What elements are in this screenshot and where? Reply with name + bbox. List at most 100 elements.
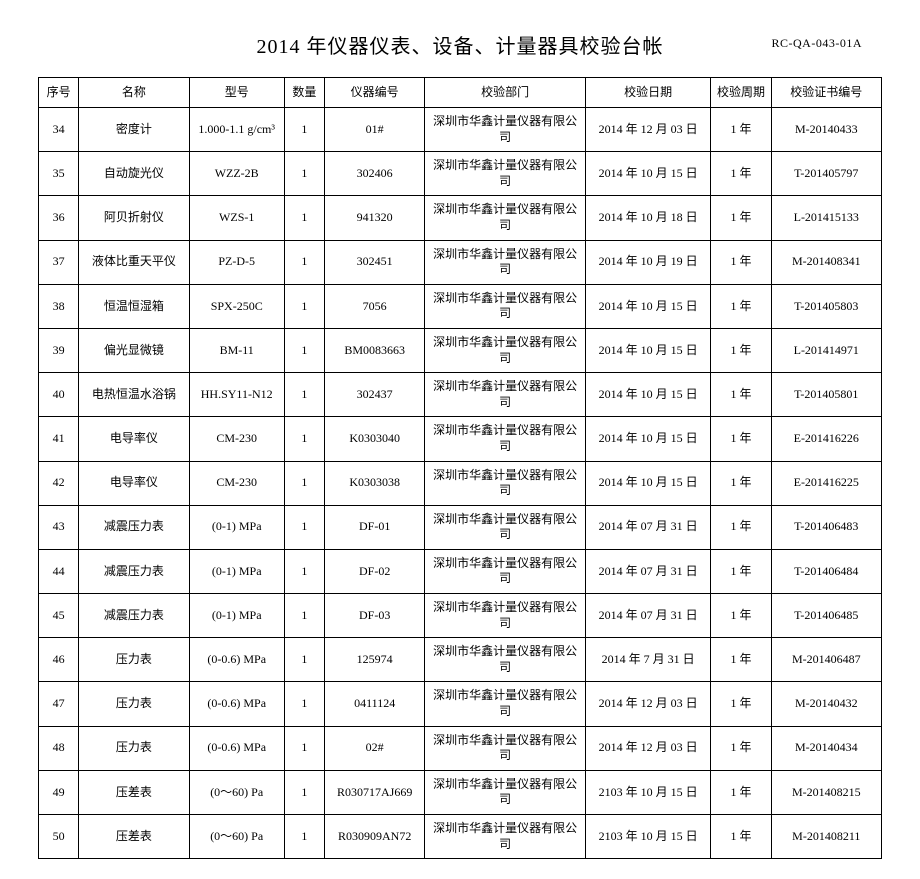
table-cell: 深圳市华鑫计量仪器有限公司: [425, 815, 586, 859]
table-row: 44减震压力表(0-1) MPa1DF-02深圳市华鑫计量仪器有限公司2014 …: [39, 549, 882, 593]
table-cell: BM0083663: [325, 328, 425, 372]
table-cell: T-201405803: [771, 284, 881, 328]
table-row: 42电导率仪CM-2301K0303038深圳市华鑫计量仪器有限公司2014 年…: [39, 461, 882, 505]
col-header-name: 名称: [79, 78, 189, 108]
table-row: 36阿贝折射仪WZS-11941320深圳市华鑫计量仪器有限公司2014 年 1…: [39, 196, 882, 240]
table-cell: (0-1) MPa: [189, 594, 284, 638]
table-row: 46压力表(0-0.6) MPa1125974深圳市华鑫计量仪器有限公司2014…: [39, 638, 882, 682]
table-cell: 7056: [325, 284, 425, 328]
table-cell: 39: [39, 328, 79, 372]
table-cell: 34: [39, 108, 79, 152]
table-cell: WZZ-2B: [189, 152, 284, 196]
table-cell: SPX-250C: [189, 284, 284, 328]
table-cell: 02#: [325, 726, 425, 770]
table-cell: 1: [284, 726, 324, 770]
col-header-seq: 序号: [39, 78, 79, 108]
table-cell: T-201406484: [771, 549, 881, 593]
table-cell: 1 年: [711, 594, 771, 638]
table-cell: 1: [284, 682, 324, 726]
table-cell: 深圳市华鑫计量仪器有限公司: [425, 196, 586, 240]
table-cell: L-201414971: [771, 328, 881, 372]
table-cell: M-201406487: [771, 638, 881, 682]
table-cell: 0411124: [325, 682, 425, 726]
table-row: 41电导率仪CM-2301K0303040深圳市华鑫计量仪器有限公司2014 年…: [39, 417, 882, 461]
table-cell: 1: [284, 284, 324, 328]
table-cell: 1 年: [711, 328, 771, 372]
table-cell: 密度计: [79, 108, 189, 152]
table-cell: 2014 年 10 月 15 日: [585, 284, 710, 328]
table-row: 49压差表(0～60) Pa1R030717AJ669深圳市华鑫计量仪器有限公司…: [39, 770, 882, 814]
table-cell: 深圳市华鑫计量仪器有限公司: [425, 505, 586, 549]
table-cell: 49: [39, 770, 79, 814]
table-cell: 2014 年 10 月 19 日: [585, 240, 710, 284]
table-cell: 302437: [325, 373, 425, 417]
table-cell: 1: [284, 373, 324, 417]
table-cell: 2103 年 10 月 15 日: [585, 815, 710, 859]
table-cell: 38: [39, 284, 79, 328]
table-cell: (0～60) Pa: [189, 815, 284, 859]
table-cell: 1 年: [711, 108, 771, 152]
table-cell: 1 年: [711, 682, 771, 726]
table-row: 43减震压力表(0-1) MPa1DF-01深圳市华鑫计量仪器有限公司2014 …: [39, 505, 882, 549]
table-cell: E-201416225: [771, 461, 881, 505]
table-cell: 43: [39, 505, 79, 549]
table-cell: 电热恒温水浴锅: [79, 373, 189, 417]
table-cell: T-201405801: [771, 373, 881, 417]
table-cell: 1: [284, 417, 324, 461]
table-row: 40电热恒温水浴锅HH.SY11-N121302437深圳市华鑫计量仪器有限公司…: [39, 373, 882, 417]
table-cell: 45: [39, 594, 79, 638]
table-cell: 1 年: [711, 549, 771, 593]
table-cell: 1: [284, 815, 324, 859]
table-cell: M-20140432: [771, 682, 881, 726]
table-row: 45减震压力表(0-1) MPa1DF-03深圳市华鑫计量仪器有限公司2014 …: [39, 594, 882, 638]
table-cell: T-201406485: [771, 594, 881, 638]
table-cell: 2014 年 10 月 15 日: [585, 461, 710, 505]
table-cell: 2014 年 10 月 15 日: [585, 152, 710, 196]
table-cell: 2014 年 12 月 03 日: [585, 682, 710, 726]
table-cell: 1: [284, 505, 324, 549]
table-cell: 2014 年 07 月 31 日: [585, 549, 710, 593]
table-cell: 2014 年 10 月 18 日: [585, 196, 710, 240]
table-cell: K0303038: [325, 461, 425, 505]
table-cell: PZ-D-5: [189, 240, 284, 284]
table-cell: 2103 年 10 月 15 日: [585, 770, 710, 814]
table-cell: (0-0.6) MPa: [189, 726, 284, 770]
col-header-cycle: 校验周期: [711, 78, 771, 108]
header: 2014 年仪器仪表、设备、计量器具校验台帐 RC-QA-043-01A: [38, 30, 882, 59]
col-header-model: 型号: [189, 78, 284, 108]
table-cell: 电导率仪: [79, 461, 189, 505]
table-cell: 深圳市华鑫计量仪器有限公司: [425, 549, 586, 593]
table-cell: 阿贝折射仪: [79, 196, 189, 240]
table-cell: 1: [284, 328, 324, 372]
table-cell: 1 年: [711, 373, 771, 417]
table-cell: T-201405797: [771, 152, 881, 196]
table-cell: 1 年: [711, 638, 771, 682]
table-cell: 1: [284, 594, 324, 638]
table-cell: R030717AJ669: [325, 770, 425, 814]
table-cell: 44: [39, 549, 79, 593]
table-cell: 50: [39, 815, 79, 859]
table-cell: 压差表: [79, 770, 189, 814]
table-cell: 2014 年 10 月 15 日: [585, 328, 710, 372]
table-cell: (0-1) MPa: [189, 505, 284, 549]
table-cell: 2014 年 07 月 31 日: [585, 505, 710, 549]
table-cell: 压力表: [79, 638, 189, 682]
table-cell: 35: [39, 152, 79, 196]
table-cell: BM-11: [189, 328, 284, 372]
table-cell: 深圳市华鑫计量仪器有限公司: [425, 152, 586, 196]
table-cell: 1: [284, 770, 324, 814]
table-cell: 1: [284, 152, 324, 196]
table-cell: T-201406483: [771, 505, 881, 549]
table-cell: M-201408215: [771, 770, 881, 814]
table-cell: L-201415133: [771, 196, 881, 240]
calibration-table: 序号 名称 型号 数量 仪器编号 校验部门 校验日期 校验周期 校验证书编号 3…: [38, 77, 882, 859]
table-cell: 1 年: [711, 417, 771, 461]
table-body: 34密度计1.000-1.1 g/cm³101#深圳市华鑫计量仪器有限公司201…: [39, 108, 882, 859]
table-row: 34密度计1.000-1.1 g/cm³101#深圳市华鑫计量仪器有限公司201…: [39, 108, 882, 152]
table-cell: M-201408341: [771, 240, 881, 284]
table-cell: 40: [39, 373, 79, 417]
col-header-qty: 数量: [284, 78, 324, 108]
table-cell: 恒温恒湿箱: [79, 284, 189, 328]
table-cell: 1: [284, 461, 324, 505]
table-cell: 自动旋光仪: [79, 152, 189, 196]
